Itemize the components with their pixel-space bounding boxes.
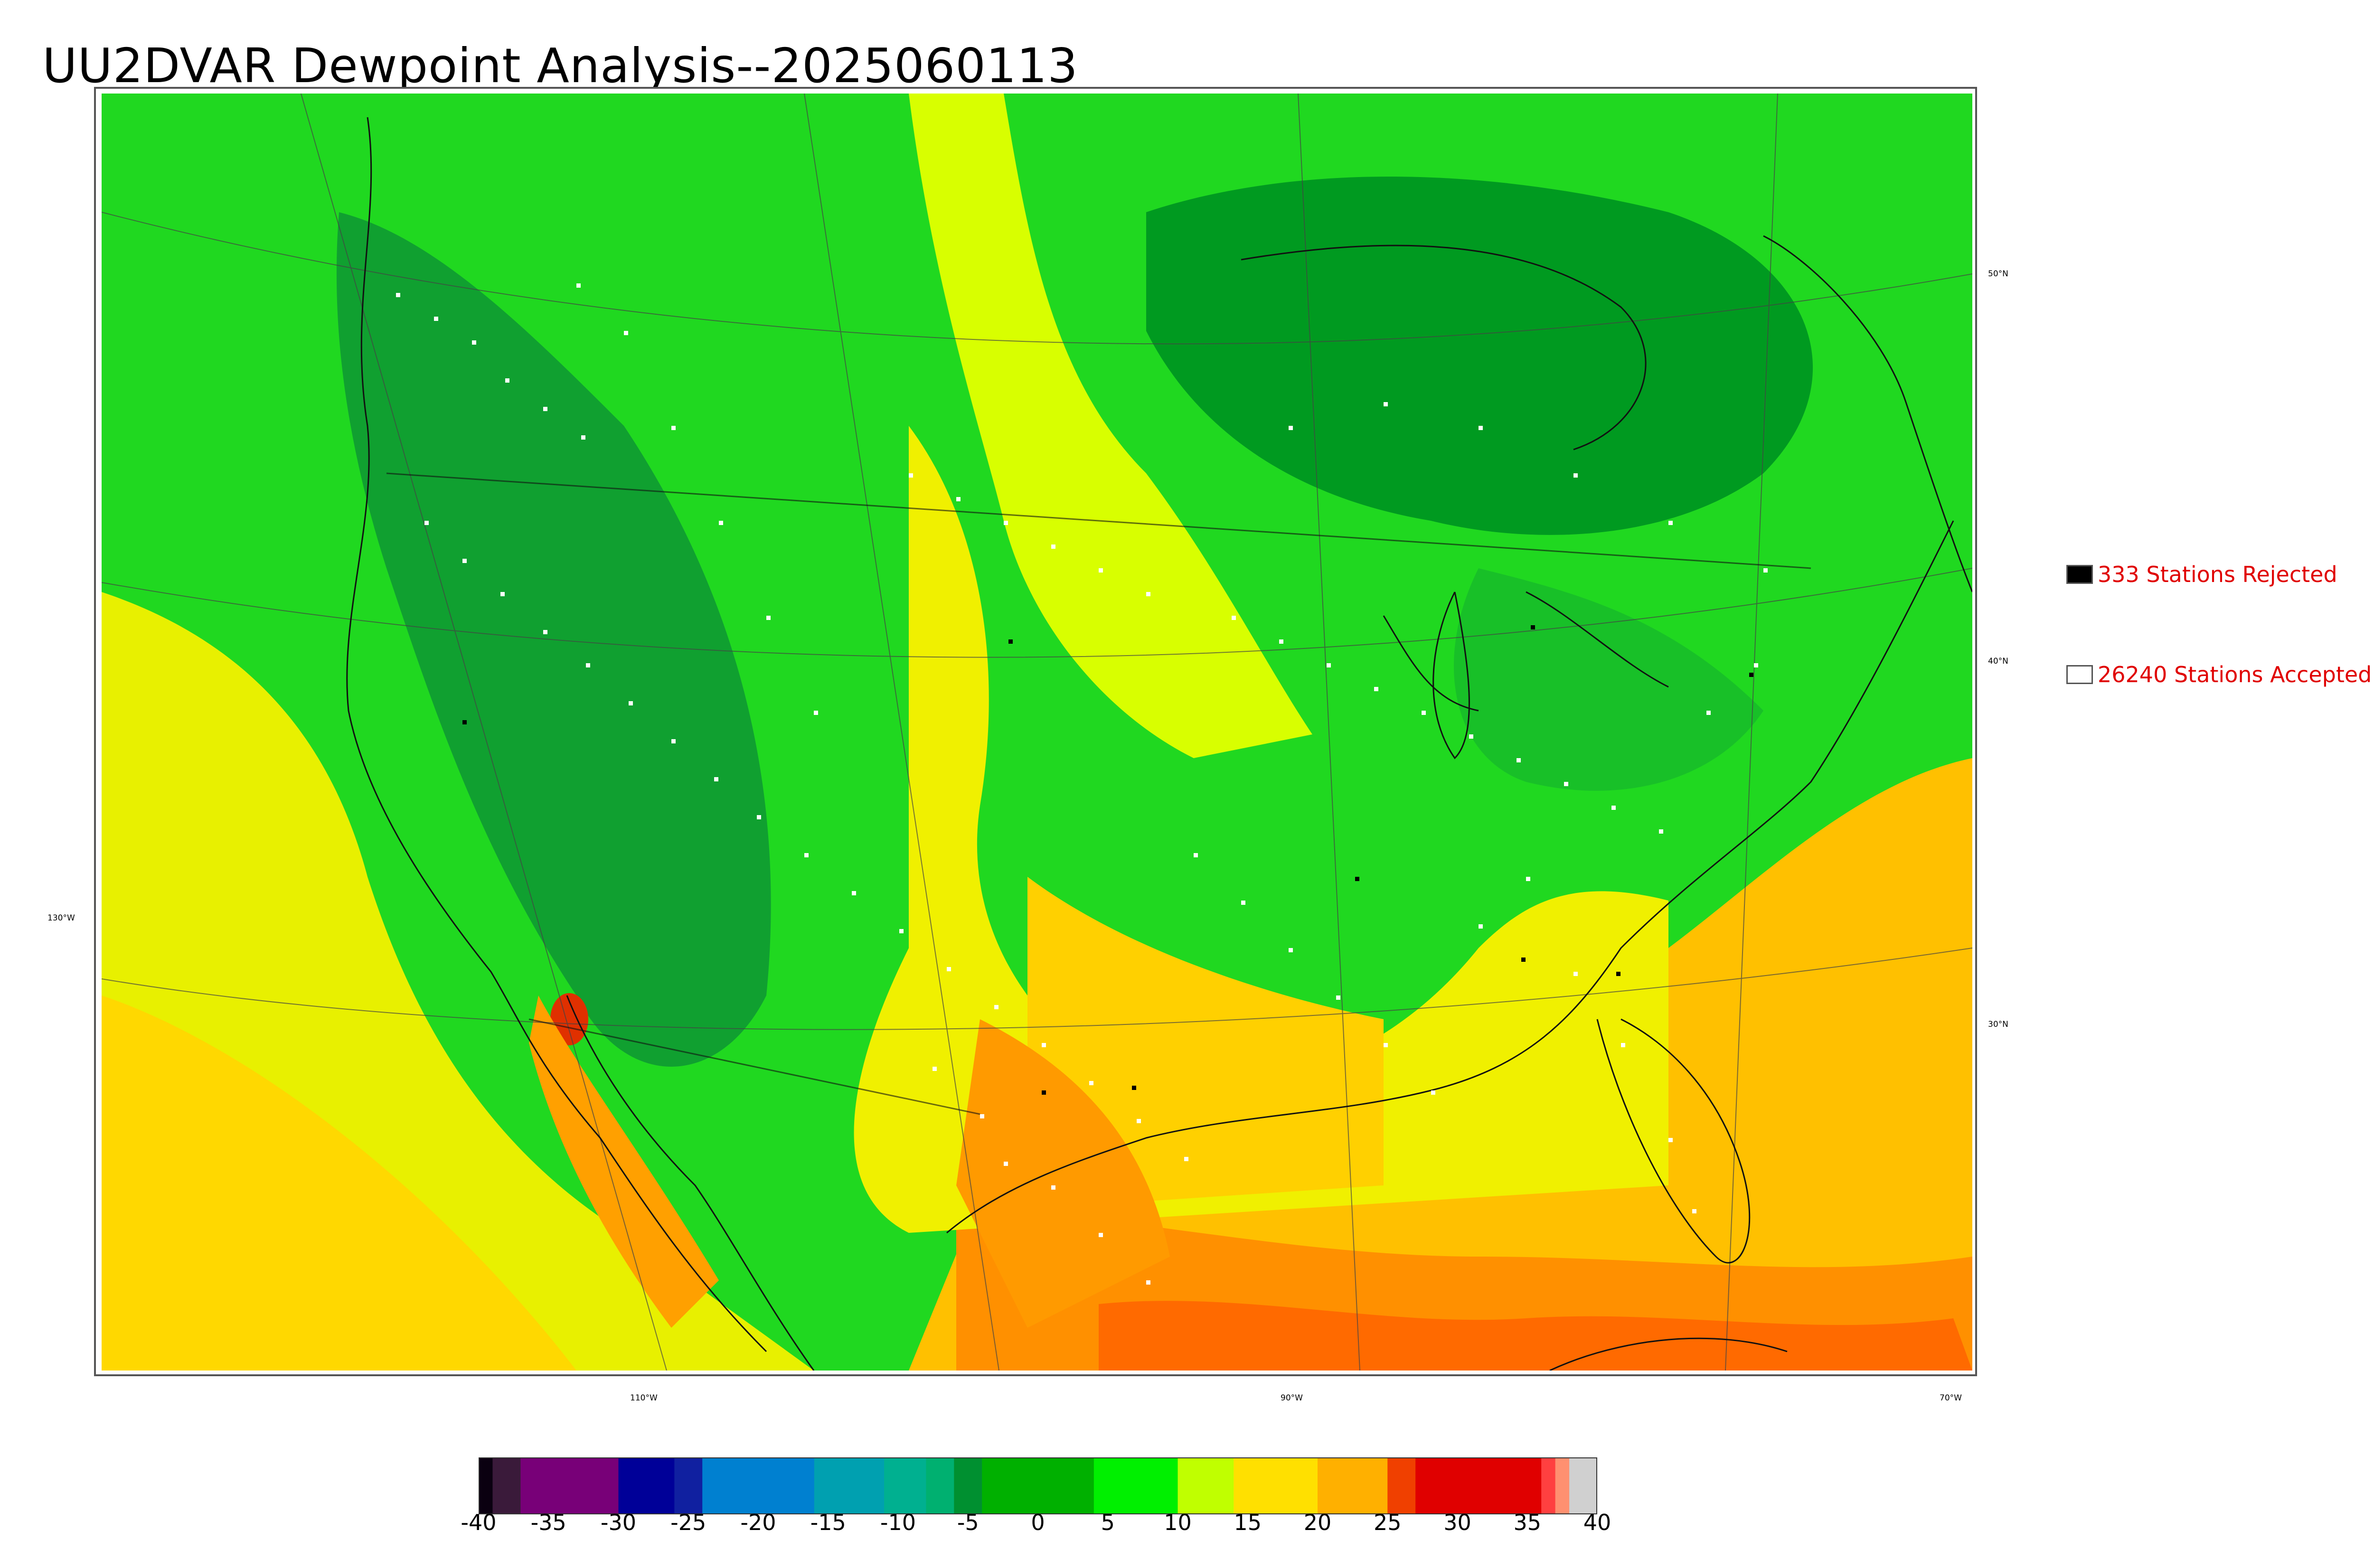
dewpoint-map	[102, 94, 1972, 1371]
colorbar-tick-label: -20	[740, 1510, 776, 1535]
colorbar-segment	[702, 1457, 815, 1514]
colorbar-tick-label: 15	[1234, 1510, 1262, 1535]
colorbar-segment	[520, 1457, 619, 1514]
lon-label-90: 90°W	[1281, 1393, 1303, 1403]
coastlines	[346, 117, 1972, 1371]
colorbar-segment	[1541, 1457, 1556, 1514]
field-central-band	[909, 94, 1312, 758]
colorbar-segment	[884, 1457, 926, 1514]
colorbar-tick-label: 10	[1164, 1510, 1192, 1535]
colorbar-tick-label: 20	[1303, 1510, 1332, 1535]
lat-label-40: 40°N	[1988, 657, 2008, 666]
legend-accepted-label: 26240 Stations Accepted	[2098, 662, 2372, 687]
lat-label-50: 50°N	[1988, 269, 2008, 279]
rejected-stations	[462, 625, 1753, 1095]
colorbar-tick-label: -30	[600, 1510, 637, 1535]
colorbar-tick-label: -15	[810, 1510, 846, 1535]
colorbar-border	[479, 1457, 1597, 1514]
colorbar-segment	[674, 1457, 703, 1514]
field-atlantic	[909, 758, 1972, 1371]
colorbar-tick-label: 30	[1443, 1510, 1471, 1535]
field-baja-hot	[550, 993, 588, 1045]
colorbar-segment	[1387, 1457, 1416, 1514]
colorbar-segment	[926, 1457, 954, 1514]
colorbar-segment	[954, 1457, 982, 1514]
colorbar-segment	[618, 1457, 675, 1514]
colorbar-tick-label: -10	[880, 1510, 916, 1535]
map-title: UU2DVAR Dewpoint Analysis--2025060113	[42, 38, 1078, 94]
field-southeast	[1027, 877, 1384, 1209]
field-sonora	[529, 995, 719, 1328]
lon-label-70: 70°W	[1940, 1393, 1962, 1403]
colorbar-tick-label: -35	[530, 1510, 566, 1535]
colorbar-tick-label: -25	[670, 1510, 707, 1535]
graticule	[102, 94, 1972, 1371]
colorbar-tick-label: 5	[1101, 1510, 1115, 1535]
colorbar-tick-label: -5	[957, 1510, 979, 1535]
field-gulf-hot	[1099, 1301, 1972, 1371]
colorbar-tick-label: 0	[1031, 1510, 1045, 1535]
lat-label-30: 30°N	[1988, 1020, 2008, 1029]
legend-accepted-swatch	[2066, 665, 2093, 684]
colorbar-segment	[1318, 1457, 1388, 1514]
colorbar-segment	[492, 1457, 521, 1514]
colorbar-tick-label: 25	[1373, 1510, 1402, 1535]
field-canada-dark	[1146, 177, 1813, 535]
legend-rejected-label: 333 Stations Rejected	[2098, 562, 2337, 587]
colorbar-tick-label: 35	[1513, 1510, 1542, 1535]
colorbar-tick-label: 40	[1583, 1510, 1611, 1535]
field-pacific-south	[102, 995, 576, 1371]
legend-rejected-swatch	[2066, 565, 2093, 584]
lon-label-110: 110°W	[630, 1393, 658, 1403]
colorbar	[479, 1457, 1597, 1514]
colorbar-segment	[1093, 1457, 1178, 1514]
colorbar-segment	[814, 1457, 885, 1514]
colorbar-segment	[479, 1457, 493, 1514]
colorbar-segment	[1234, 1457, 1318, 1514]
colorbar-segment	[982, 1457, 1094, 1514]
colorbar-segment	[1415, 1457, 1542, 1514]
field-ne-dark	[1453, 568, 1763, 791]
field-texas	[956, 1019, 1170, 1328]
colorbar-tick-label: -40	[461, 1510, 497, 1535]
colorbar-segment	[1555, 1457, 1570, 1514]
lon-label-130: 130°W	[47, 913, 75, 923]
colorbar-segment	[1178, 1457, 1234, 1514]
legend-rejected: 333 Stations Rejected	[2066, 562, 2337, 587]
accepted-stations	[396, 283, 1768, 1285]
colorbar-segment	[1569, 1457, 1597, 1514]
legend-accepted: 26240 Stations Accepted	[2066, 662, 2372, 687]
